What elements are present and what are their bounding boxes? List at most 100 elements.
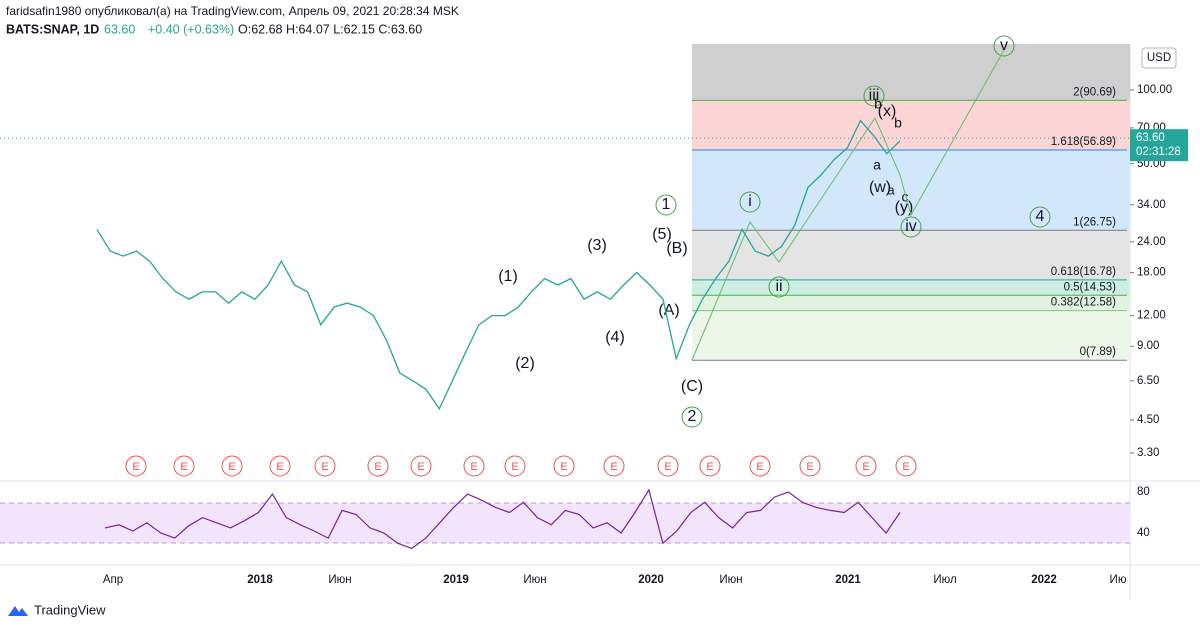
earnings-marker (463, 455, 485, 477)
earnings-label: E (180, 461, 187, 473)
earnings-label: E (321, 461, 328, 473)
wave-label: (4) (605, 329, 625, 346)
wave-circle (681, 406, 703, 428)
last-price: 63.60 (1136, 132, 1165, 144)
wave-label: v (1000, 37, 1008, 54)
fib-label: 0(7.89) (1080, 346, 1117, 358)
wave-label: a (887, 182, 895, 197)
earnings-marker (314, 455, 336, 477)
wave-label: (y) (895, 199, 914, 216)
y-tick-label: 6.50 (1137, 375, 1159, 387)
wave-label: b (874, 96, 882, 112)
rsi-band (0, 503, 1130, 543)
y-tick-label: 18.00 (1137, 266, 1166, 278)
rsi-tick-label: 80 (1137, 486, 1150, 498)
earnings-marker (173, 455, 195, 477)
x-tick-label: Июн (523, 574, 546, 586)
y-tick-label: 9.00 (1137, 340, 1159, 352)
earnings-marker (125, 455, 147, 477)
fib-label: 0.5(14.53) (1064, 281, 1117, 293)
wave-circle (900, 216, 922, 238)
earnings-label: E (806, 461, 813, 473)
earnings-label: E (417, 461, 424, 473)
y-tick-label: 12.00 (1137, 310, 1166, 322)
price-line (96, 119, 901, 411)
earnings-marker (749, 455, 771, 477)
earnings-label: E (902, 461, 909, 473)
earnings-marker (269, 455, 291, 477)
x-tick-label: 2020 (638, 574, 664, 586)
x-tick-label: 2018 (247, 574, 273, 586)
currency-badge[interactable] (1141, 47, 1177, 69)
wave-circle (863, 85, 885, 107)
wave-label: (x) (878, 103, 897, 120)
earnings-label: E (610, 461, 617, 473)
earnings-marker (799, 455, 821, 477)
earnings-label: E (756, 461, 763, 473)
fib-label: 1(26.75) (1073, 216, 1116, 228)
x-tick-label: Июн (719, 574, 742, 586)
wave-label: (w) (869, 179, 891, 196)
wave-circle (739, 191, 761, 213)
rsi-line (104, 488, 901, 550)
fib-label: 0.382(12.58) (1051, 297, 1116, 309)
wave-label: 4 (1036, 208, 1045, 225)
x-tick-label: Июл (933, 574, 956, 586)
logo-icon (8, 606, 28, 616)
fib-zone (692, 100, 1130, 151)
wave-label: a (873, 157, 881, 173)
wave-label: (A) (658, 302, 679, 319)
fib-label: 0.618(16.78) (1051, 266, 1116, 278)
earnings-label: E (276, 461, 283, 473)
last: 63.60 (104, 22, 135, 36)
wave-circle (993, 35, 1015, 57)
earnings-label: E (560, 461, 567, 473)
earnings-marker (367, 455, 389, 477)
rsi-tick-label: 40 (1137, 527, 1150, 539)
earnings-label: E (470, 461, 477, 473)
earnings-marker (603, 455, 625, 477)
wave-label: c (902, 189, 909, 205)
fib-zone (692, 295, 1130, 311)
wave-label: 1 (662, 196, 671, 213)
ohlc: O:62.68 H:64.07 L:62.15 C:63.60 (238, 22, 422, 36)
earnings-marker (895, 455, 917, 477)
y-tick-label: 34.00 (1137, 199, 1166, 211)
earnings-label: E (511, 461, 518, 473)
earnings-marker (657, 455, 679, 477)
earnings-label: E (706, 461, 713, 473)
fib-zone (692, 310, 1130, 361)
earnings-label: E (664, 461, 671, 473)
publisher: faridsafin1980 опубликовал(а) на Trading… (6, 4, 459, 18)
earnings-label: E (374, 461, 381, 473)
earnings-label: E (132, 461, 139, 473)
x-tick-label: 2019 (443, 574, 469, 586)
wave-label: ii (775, 278, 782, 295)
change: +0.40 (+0.63%) (148, 22, 234, 36)
wave-label: 2 (688, 408, 697, 425)
wave-label: i (748, 193, 752, 210)
fib-label: 2(90.69) (1073, 86, 1116, 98)
y-tick-label: 4.50 (1137, 414, 1159, 426)
y-tick-label: 100.00 (1137, 84, 1172, 96)
wave-label: (B) (666, 240, 687, 257)
footer-logo: TradingView (34, 602, 106, 617)
currency: USD (1147, 52, 1171, 64)
x-tick-label: Июн (328, 574, 351, 586)
fib-zone (692, 44, 1130, 101)
y-tick-label: 3.30 (1137, 447, 1159, 459)
earnings-marker (699, 455, 721, 477)
earnings-marker (410, 455, 432, 477)
wave-circle (655, 194, 677, 216)
earnings-marker (553, 455, 575, 477)
earnings-label: E (862, 461, 869, 473)
wave-label: (3) (587, 237, 607, 254)
x-tick-label: Ию (1110, 574, 1127, 586)
fib-label: 1.618(56.89) (1051, 136, 1116, 148)
x-tick-label: Апр (103, 574, 123, 586)
x-tick-label: 2022 (1031, 574, 1057, 586)
wave-label: (2) (515, 355, 535, 372)
earnings-label: E (228, 461, 235, 473)
